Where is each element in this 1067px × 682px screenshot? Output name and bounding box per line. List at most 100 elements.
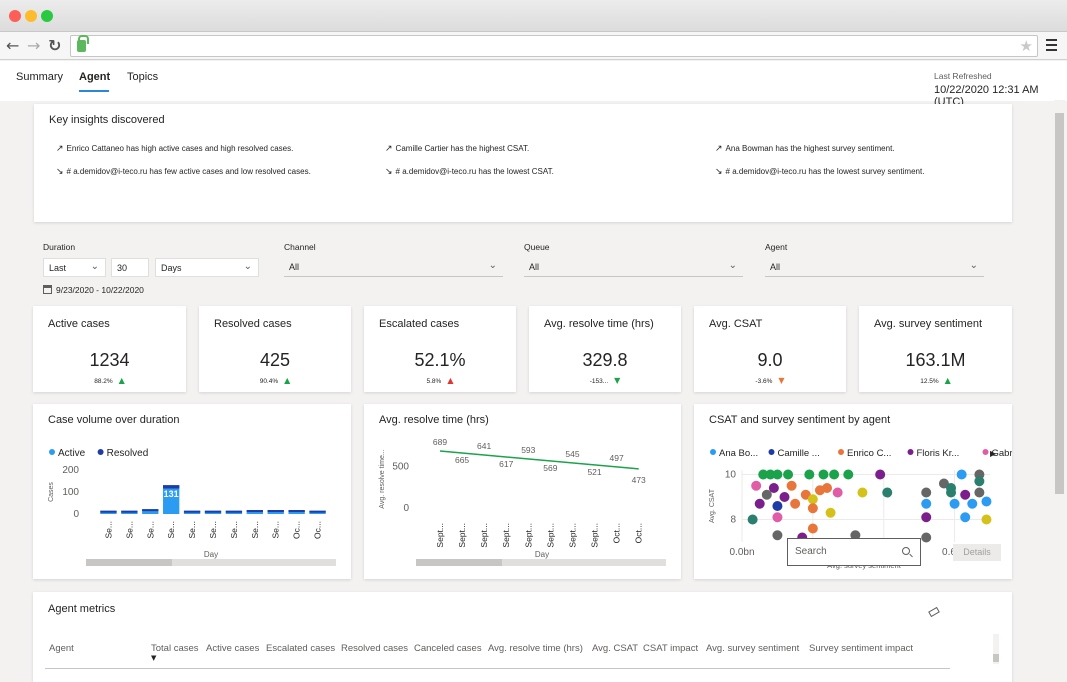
browser-toolbar: ← → ↻ ★ — [0, 32, 1067, 60]
close-window-button[interactable] — [9, 10, 21, 22]
last-refreshed-label: Last Refreshed — [934, 71, 992, 81]
x-axis-label: Day — [535, 550, 549, 559]
duration-mode-dropdown[interactable]: Last ⌄ — [43, 258, 106, 277]
lock-icon — [77, 35, 89, 52]
legend-label: Ana Bo... — [719, 448, 758, 459]
reload-icon[interactable]: ↻ — [48, 36, 62, 55]
scatter-point — [946, 483, 957, 493]
kpi-card-escalated-cases[interactable]: Escalated cases 52.1% 5.8% ▲ — [364, 306, 516, 392]
tab-topics[interactable]: Topics — [127, 71, 159, 83]
chevron-down-icon: ⌄ — [243, 261, 252, 272]
bookmark-star-icon[interactable]: ★ — [1019, 37, 1033, 55]
trend-up-triangle-icon: ▲ — [284, 376, 291, 385]
trend-up-triangle-icon: ▲ — [447, 376, 454, 385]
column-header-escalated-cases[interactable]: Escalated cases — [266, 643, 336, 654]
column-header-active-cases[interactable]: Active cases — [206, 643, 260, 654]
bar-resolved — [309, 510, 326, 513]
column-header-avg-resolve-time[interactable]: Avg. resolve time (hrs) — [488, 643, 583, 654]
agent-search-input[interactable]: Search — [787, 538, 921, 566]
agent-dropdown[interactable]: All ⌄ — [765, 258, 984, 277]
window-titlebar — [0, 0, 1067, 32]
trend-down-triangle-icon: ▼ — [614, 376, 621, 385]
minimize-window-button[interactable] — [25, 10, 37, 22]
case-volume-chart: Active Resolved 200 100 0 Cases Se... Se... Se..… — [48, 448, 336, 566]
column-header-agent[interactable]: Agent — [49, 643, 74, 654]
scatter-point — [786, 480, 797, 491]
table-scrollbar[interactable] — [993, 634, 999, 664]
scatter-point — [772, 530, 783, 541]
csat-sentiment-chart: Ana Bo... Camille ... Enrico C... Floris Kr… — [709, 448, 1012, 570]
column-header-survey-sentiment-impact[interactable]: Survey sentiment impact — [809, 643, 914, 654]
trend-up-arrow-icon: ↗ — [385, 144, 393, 154]
x-tick-label: Sept... — [501, 523, 511, 548]
search-icon — [902, 547, 910, 555]
scatter-point — [772, 512, 783, 523]
insight-item[interactable]: ↗ Ana Bowman has the highest survey senti… — [715, 144, 895, 154]
agent-label: Agent — [765, 242, 788, 252]
kpi-value: 1234 — [89, 350, 130, 370]
insight-item[interactable]: ↘ # a.demidov@i-teco.ru has the lowest su… — [715, 167, 925, 177]
insight-item[interactable]: ↘ # a.demidov@i-teco.ru has the lowest CS… — [385, 167, 554, 177]
x-tick-label: Oc... — [313, 521, 323, 539]
trend-up-arrow-icon: ↗ — [56, 144, 64, 154]
bar-active — [163, 485, 180, 514]
column-header-total-cases[interactable]: Total cases — [151, 643, 199, 654]
column-header-canceled-cases[interactable]: Canceled cases — [414, 643, 482, 654]
page-scrollbar-thumb[interactable] — [1055, 113, 1064, 494]
insight-item[interactable]: ↗ Camille Cartier has the highest CSAT. — [385, 144, 530, 154]
column-header-csat-impact[interactable]: CSAT impact — [643, 643, 699, 654]
kpi-title: Avg. resolve time (hrs) — [544, 318, 654, 330]
scatter-point — [956, 469, 967, 480]
x-tick-label: 0.0bn — [729, 547, 754, 558]
trend-up-triangle-icon: ▲ — [118, 376, 125, 385]
kpi-delta: 90.4% ▲ — [259, 376, 291, 385]
chart-title: Avg. resolve time (hrs) — [379, 414, 489, 426]
y-tick-label: 100 — [62, 487, 79, 498]
x-tick-label: Sept... — [567, 523, 577, 548]
scatter-point — [857, 487, 868, 498]
insight-item[interactable]: ↗ Enrico Cattaneo has high active cases a… — [56, 144, 294, 154]
bar-active — [142, 509, 159, 514]
details-button[interactable]: Details — [953, 544, 1001, 561]
column-header-avg-csat[interactable]: Avg. CSAT — [592, 643, 639, 654]
duration-unit-dropdown[interactable]: Days ⌄ — [155, 258, 259, 277]
maximize-window-button[interactable] — [41, 10, 53, 22]
scatter-point — [807, 494, 818, 505]
tab-summary[interactable]: Summary — [16, 71, 64, 83]
sort-descending-icon: ▼ — [151, 654, 157, 662]
x-tick-label: Se... — [103, 521, 113, 538]
scatter-point — [807, 523, 818, 534]
kpi-title: Avg. survey sentiment — [874, 318, 983, 330]
bar-data-label: 131 — [164, 489, 179, 499]
kpi-title: Avg. CSAT — [709, 318, 763, 330]
horizontal-scrollbar-track — [416, 559, 666, 566]
column-header-resolved-cases[interactable]: Resolved cases — [341, 643, 409, 654]
kpi-card-avg-resolve-time[interactable]: Avg. resolve time (hrs) 329.8 -153... ▼ — [529, 306, 681, 392]
queue-dropdown[interactable]: All ⌄ — [524, 258, 743, 277]
active-tab-indicator — [79, 90, 109, 92]
channel-dropdown[interactable]: All ⌄ — [284, 258, 503, 277]
address-bar[interactable]: ★ — [70, 35, 1038, 57]
chevron-down-icon: ⌄ — [969, 260, 978, 271]
insight-item[interactable]: ↘ # a.demidov@i-teco.ru has few active ca… — [56, 167, 311, 177]
legend-marker — [907, 449, 914, 455]
kpi-card-resolved-cases[interactable]: Resolved cases 425 90.4% ▲ — [199, 306, 351, 392]
duration-value-input[interactable]: 30 — [111, 258, 149, 277]
tab-bar: Summary Agent Topics Last Refreshed 10/2… — [0, 61, 1067, 108]
forward-arrow-icon[interactable]: → — [27, 36, 41, 55]
kpi-card-avg-survey-sentiment[interactable]: Avg. survey sentiment 163.1M 12.5% ▲ — [859, 306, 1012, 392]
y-axis-label: Avg. resolve time... — [379, 449, 386, 508]
tab-agent[interactable]: Agent — [79, 71, 111, 83]
scatter-point — [921, 512, 932, 523]
browser-menu-icon[interactable] — [1046, 39, 1057, 54]
data-label: 545 — [565, 449, 579, 459]
bar-resolved — [163, 485, 180, 489]
x-tick-label: Se... — [124, 521, 134, 538]
kpi-card-avg-csat[interactable]: Avg. CSAT 9.0 -3.6% ▼ — [694, 306, 846, 392]
back-arrow-icon[interactable]: ← — [6, 36, 20, 55]
column-header-avg-survey-sentiment[interactable]: Avg. survey sentiment — [706, 643, 800, 654]
kpi-delta: -3.6% ▼ — [755, 376, 785, 385]
resolve-time-chart-card: Avg. resolve time (hrs) 500 0 Avg. resolve… — [364, 404, 681, 579]
kpi-title: Escalated cases — [379, 318, 460, 330]
kpi-card-active-cases[interactable]: Active cases 1234 88.2% ▲ — [33, 306, 186, 392]
